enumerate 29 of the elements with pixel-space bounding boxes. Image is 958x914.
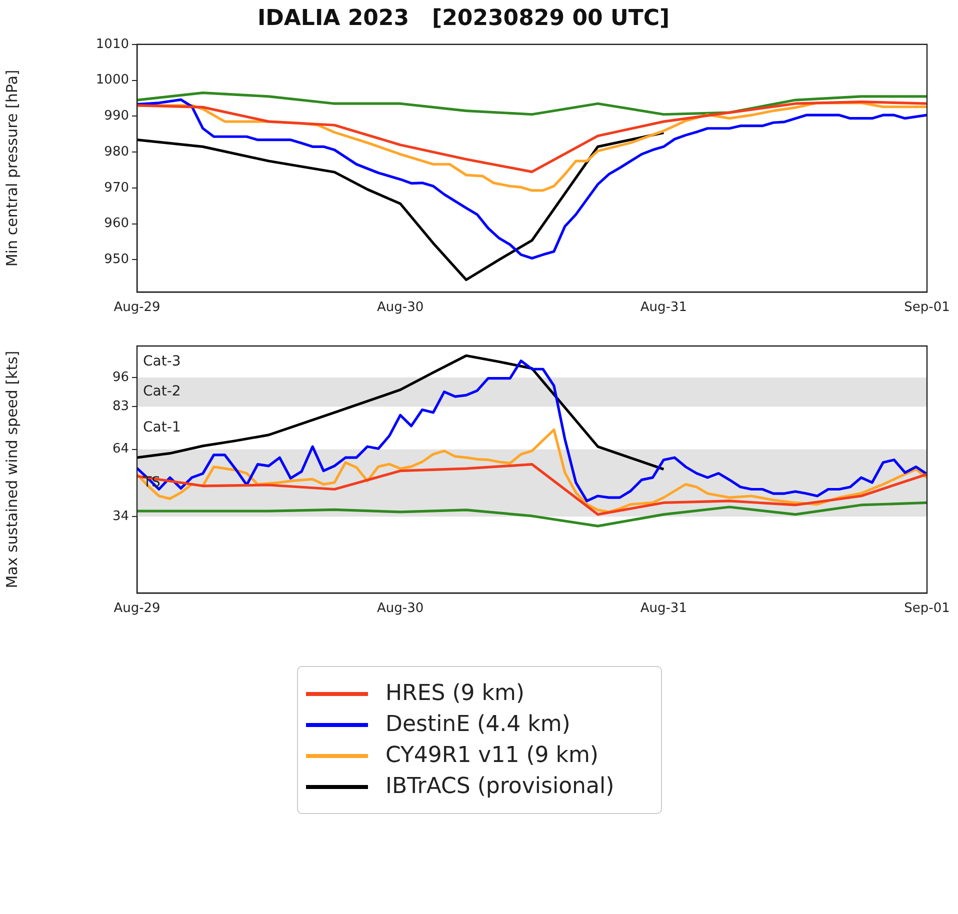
y-tick-label: 990: [104, 108, 129, 124]
band-label: Cat-3: [143, 353, 181, 370]
y-tick-label: 1000: [96, 72, 129, 88]
y-tick-label: 34: [112, 509, 129, 524]
y-tick-label: 970: [104, 180, 129, 196]
legend-label: DestinE (4.4 km): [386, 712, 572, 737]
x-tick-label: Aug-31: [640, 601, 687, 616]
y-tick-label: 960: [104, 216, 129, 232]
x-tick-label: Sep-01: [904, 601, 950, 616]
band-label: Cat-2: [143, 384, 181, 400]
x-tick-label: Aug-31: [640, 300, 687, 316]
x-tick-label: Aug-29: [114, 601, 160, 616]
chart-title: IDALIA 2023 [20230829 00 UTC]: [257, 6, 670, 31]
legend-label: HRES (9 km): [386, 681, 526, 706]
x-tick-label: Aug-29: [114, 300, 160, 316]
y-tick-label: 64: [112, 442, 129, 457]
x-tick-label: Sep-01: [904, 300, 950, 316]
x-tick-label: Aug-30: [377, 601, 424, 616]
y-tick-label: 1010: [96, 36, 129, 52]
y-tick-label: 96: [112, 370, 129, 385]
legend-label: IBTrACS (provisional): [386, 774, 616, 799]
y-tick-label: 980: [104, 144, 129, 160]
x-tick-label: Aug-30: [377, 300, 424, 316]
band-label: Cat-1: [143, 420, 181, 436]
y-axis-title: Min central pressure [hPa]: [2, 70, 21, 267]
y-tick-label: 950: [104, 252, 129, 268]
legend-label: CY49R1 v11 (9 km): [386, 743, 600, 768]
y-tick-label: 83: [112, 399, 129, 414]
y-axis-title: Max sustained wind speed [kts]: [2, 350, 21, 588]
